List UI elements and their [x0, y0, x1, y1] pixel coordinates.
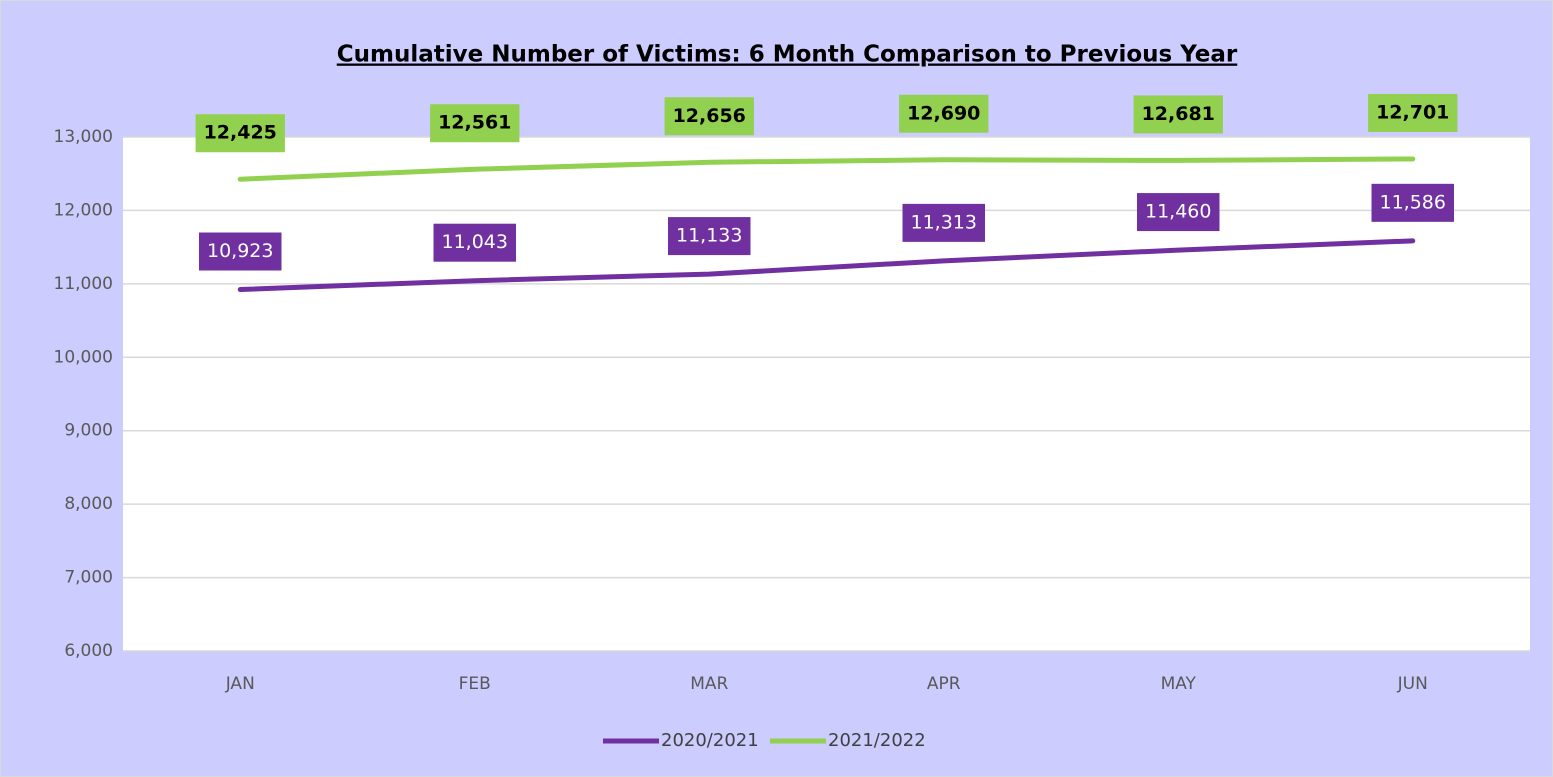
data-label-box — [664, 97, 754, 136]
data-label: 11,043 — [442, 231, 508, 253]
data-label-box — [1371, 183, 1454, 222]
data-label: 12,656 — [673, 105, 746, 127]
y-tick-label: 11,000 — [54, 274, 113, 294]
x-tick-label: JUN — [1397, 674, 1428, 694]
data-label-box — [433, 223, 516, 262]
y-tick-label: 7,000 — [64, 568, 113, 588]
y-tick-label: 12,000 — [54, 200, 113, 220]
data-label: 11,460 — [1145, 201, 1211, 223]
data-label-box — [195, 114, 285, 153]
data-label: 11,313 — [911, 211, 977, 233]
y-tick-label: 10,000 — [54, 347, 113, 367]
data-label: 12,701 — [1376, 101, 1449, 123]
chart-title: Cumulative Number of Victims: 6 Month Co… — [337, 42, 1238, 68]
y-tick-label: 9,000 — [64, 421, 113, 441]
series-line — [237, 238, 1416, 293]
x-tick-label: MAY — [1161, 674, 1197, 694]
data-label: 12,690 — [907, 102, 980, 124]
data-label-box — [430, 104, 520, 143]
y-tick-label: 8,000 — [64, 494, 113, 514]
data-label: 11,133 — [676, 225, 742, 247]
data-label-box — [1137, 193, 1220, 232]
data-label-box — [1133, 95, 1223, 134]
x-tick-label: JAN — [225, 674, 255, 694]
y-tick-label: 13,000 — [54, 127, 113, 147]
data-label-box — [199, 232, 282, 271]
data-label-box — [902, 203, 985, 242]
data-label: 11,586 — [1380, 191, 1446, 213]
legend-label: 2021/2022 — [828, 730, 926, 751]
legend-label: 2020/2021 — [661, 730, 759, 751]
data-label: 10,923 — [207, 240, 273, 262]
data-label-box — [899, 94, 989, 133]
y-tick-label: 6,000 — [64, 641, 113, 661]
plot-area — [123, 137, 1530, 651]
x-tick-label: FEB — [459, 674, 491, 694]
x-tick-label: APR — [927, 674, 961, 694]
data-label: 12,425 — [204, 122, 277, 144]
data-label-box — [1368, 93, 1458, 132]
data-label: 12,561 — [438, 112, 511, 134]
data-label-box — [668, 217, 751, 256]
series-line — [237, 156, 1416, 182]
x-tick-label: MAR — [690, 674, 728, 694]
data-label: 12,681 — [1142, 103, 1215, 125]
